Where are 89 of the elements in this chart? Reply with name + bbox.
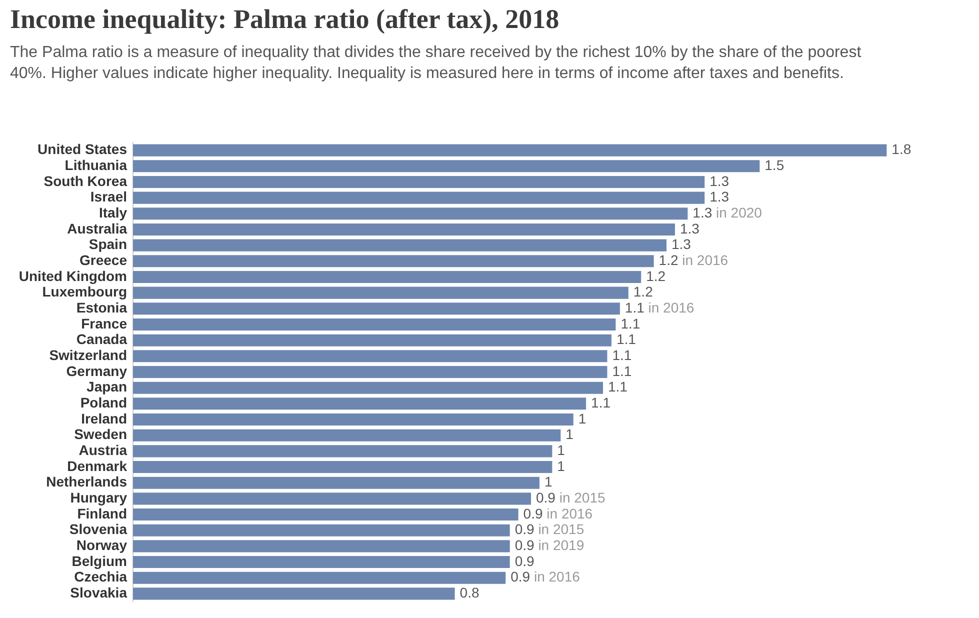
- data-label: 1.1: [591, 394, 611, 411]
- y-tick-label: Norway: [76, 537, 128, 554]
- y-tick-label: Finland: [77, 505, 127, 522]
- data-label: 1: [557, 442, 566, 458]
- bar: [133, 492, 532, 505]
- y-tick-label: Italy: [98, 204, 128, 221]
- data-label: 1: [566, 426, 574, 442]
- bar: [133, 429, 561, 442]
- chart-subtitle: The Palma ratio is a measure of inequality that divides the share received by the richest 10% by the share of the poorest 40%. Higher values indicate higher inequality. Inequality is measured here in terms of income after taxes and benefits.: [10, 43, 862, 84]
- y-tick-label: Poland: [80, 394, 127, 411]
- bar: [133, 350, 608, 362]
- bar: [133, 445, 552, 458]
- bar: [133, 508, 518, 521]
- y-tick-label: France: [81, 315, 128, 332]
- y-tick-label: Czechia: [74, 568, 128, 585]
- y-tick-label: Estonia: [76, 300, 128, 316]
- y-tick-label: Lithuania: [64, 157, 128, 174]
- bar: [133, 382, 603, 394]
- data-label: 1.1: [608, 378, 628, 395]
- y-tick-label: Austria: [78, 442, 128, 458]
- bar: [133, 208, 688, 220]
- bar: [133, 398, 586, 410]
- data-label: 1.3: [672, 236, 692, 252]
- y-tick-label: Luxembourg: [42, 284, 127, 300]
- y-tick-label: Australia: [67, 220, 128, 236]
- bar: [133, 160, 760, 172]
- bar: [133, 302, 620, 315]
- data-label: 1: [544, 474, 552, 490]
- y-tick-label: Denmark: [67, 458, 128, 474]
- bar: [133, 476, 540, 489]
- y-tick-label: Greece: [80, 252, 128, 268]
- data-label: 1.1 in 2016: [624, 300, 694, 316]
- y-tick-label: Hungary: [70, 490, 128, 506]
- bar: [133, 318, 616, 331]
- bar: [133, 572, 506, 584]
- y-tick-label: United States: [38, 141, 128, 158]
- data-label: 1.1: [616, 331, 636, 348]
- y-tick-label: Ireland: [81, 410, 127, 426]
- data-label: 0.9 in 2015: [536, 490, 606, 506]
- data-label: 1.3: [710, 188, 730, 205]
- data-label: 1.8: [892, 141, 912, 158]
- data-label: 1.3 in 2020: [692, 204, 762, 221]
- data-label: 1.3: [710, 172, 730, 189]
- bar: [133, 144, 887, 156]
- y-tick-label: Germany: [66, 362, 128, 379]
- y-tick-label: United Kingdom: [18, 268, 127, 284]
- data-label: 1.5: [764, 157, 784, 174]
- bar: [133, 413, 574, 426]
- bar: [133, 588, 455, 600]
- bar: [133, 334, 612, 346]
- data-label: 1.2 in 2016: [658, 252, 728, 268]
- y-tick-label: Spain: [88, 236, 127, 252]
- chart-title: Income inequality: Palma ratio (after tax), 2018: [10, 4, 560, 35]
- data-label: 1.1: [620, 315, 640, 332]
- bar: [133, 366, 608, 378]
- data-label: 1.2: [646, 268, 666, 284]
- data-label: 0.9 in 2019: [514, 537, 584, 554]
- y-tick-label: Canada: [76, 331, 128, 348]
- bar: [133, 239, 666, 252]
- bar: [133, 176, 705, 188]
- y-tick-label: Slovakia: [70, 584, 128, 601]
- data-label: 1.3: [680, 220, 700, 236]
- y-tick-label: South Korea: [44, 172, 128, 189]
- data-label: 1: [557, 458, 566, 474]
- bar: [133, 255, 654, 268]
- data-label: 0.8: [460, 584, 480, 601]
- y-tick-label: Israel: [90, 188, 127, 205]
- data-label: 1: [578, 410, 586, 426]
- bar: [133, 540, 510, 552]
- y-tick-label: Switzerland: [49, 347, 127, 364]
- bar: [133, 460, 552, 474]
- y-tick-label: Japan: [86, 378, 127, 395]
- y-tick-label: Slovenia: [69, 521, 128, 538]
- bar: [133, 556, 510, 568]
- bar: [133, 192, 705, 204]
- bar: [133, 524, 510, 536]
- bar: [133, 286, 628, 299]
- data-label: 1.2: [633, 284, 654, 300]
- data-label: 0.9: [514, 552, 535, 569]
- data-label: 0.9 in 2015: [514, 521, 584, 538]
- data-label: 0.9 in 2016: [510, 568, 580, 585]
- data-label: 0.9 in 2016: [523, 505, 593, 522]
- y-tick-label: Belgium: [72, 552, 127, 569]
- bar: [133, 223, 675, 236]
- data-label: 1.1: [612, 347, 632, 364]
- y-tick-label: Netherlands: [46, 474, 128, 490]
- data-label: 1.1: [612, 362, 632, 379]
- bar: [133, 270, 642, 284]
- y-tick-label: Sweden: [74, 426, 127, 442]
